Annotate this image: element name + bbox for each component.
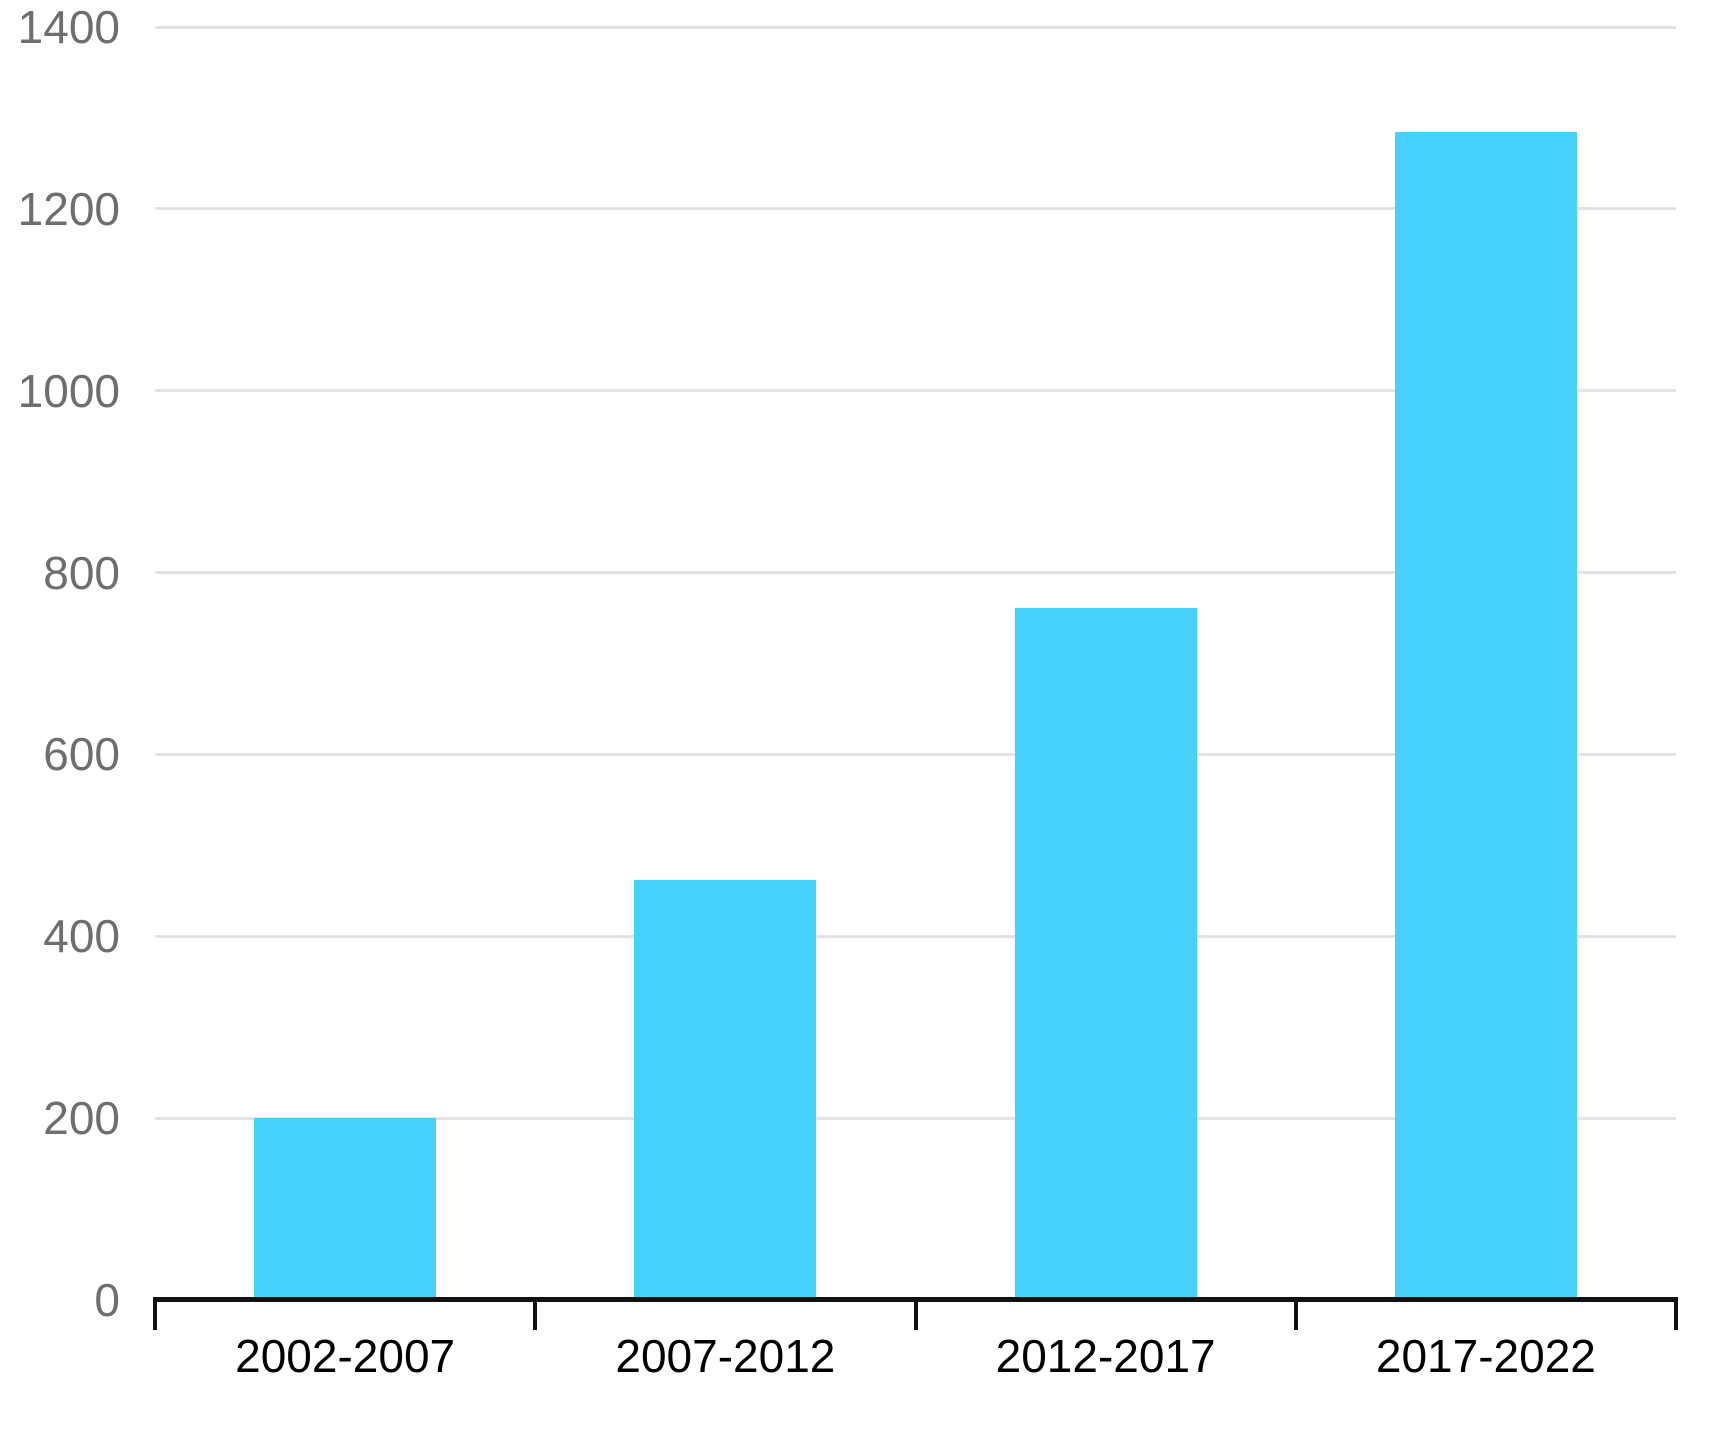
y-gridline bbox=[155, 752, 1676, 756]
x-axis-category-label: 2012-2017 bbox=[995, 1330, 1216, 1382]
x-axis-category-label: 2017-2022 bbox=[1375, 1330, 1596, 1382]
bar-2017-2022 bbox=[1394, 131, 1577, 1300]
y-axis-tick-label: 1000 bbox=[17, 364, 120, 417]
bar-2007-2012 bbox=[634, 879, 817, 1300]
y-axis-tick-label: 200 bbox=[43, 1092, 120, 1145]
x-axis-tick bbox=[913, 1297, 918, 1330]
y-axis-tick-label: 800 bbox=[43, 546, 120, 599]
x-axis-category-label: 2002-2007 bbox=[235, 1330, 456, 1382]
x-axis-tick bbox=[1674, 1297, 1678, 1330]
bar-2002-2007 bbox=[254, 1118, 437, 1300]
y-axis-tick-label: 600 bbox=[43, 728, 120, 781]
x-axis-tick bbox=[533, 1297, 538, 1330]
y-axis-tick-label: 400 bbox=[43, 910, 120, 963]
y-axis-tick-label: 0 bbox=[94, 1274, 120, 1326]
x-axis-category-label: 2007-2012 bbox=[615, 1330, 836, 1382]
y-gridline bbox=[155, 25, 1676, 29]
y-gridline bbox=[155, 207, 1676, 211]
y-gridline bbox=[155, 1116, 1676, 1120]
x-axis-tick bbox=[153, 1297, 157, 1330]
y-axis-tick-label: 1400 bbox=[17, 1, 120, 53]
y-gridline bbox=[155, 389, 1676, 393]
x-axis-tick bbox=[1293, 1297, 1298, 1330]
bar-2012-2017 bbox=[1014, 608, 1197, 1300]
y-axis-tick-label: 1200 bbox=[17, 182, 120, 235]
y-gridline bbox=[155, 934, 1676, 938]
y-gridline bbox=[155, 571, 1676, 575]
